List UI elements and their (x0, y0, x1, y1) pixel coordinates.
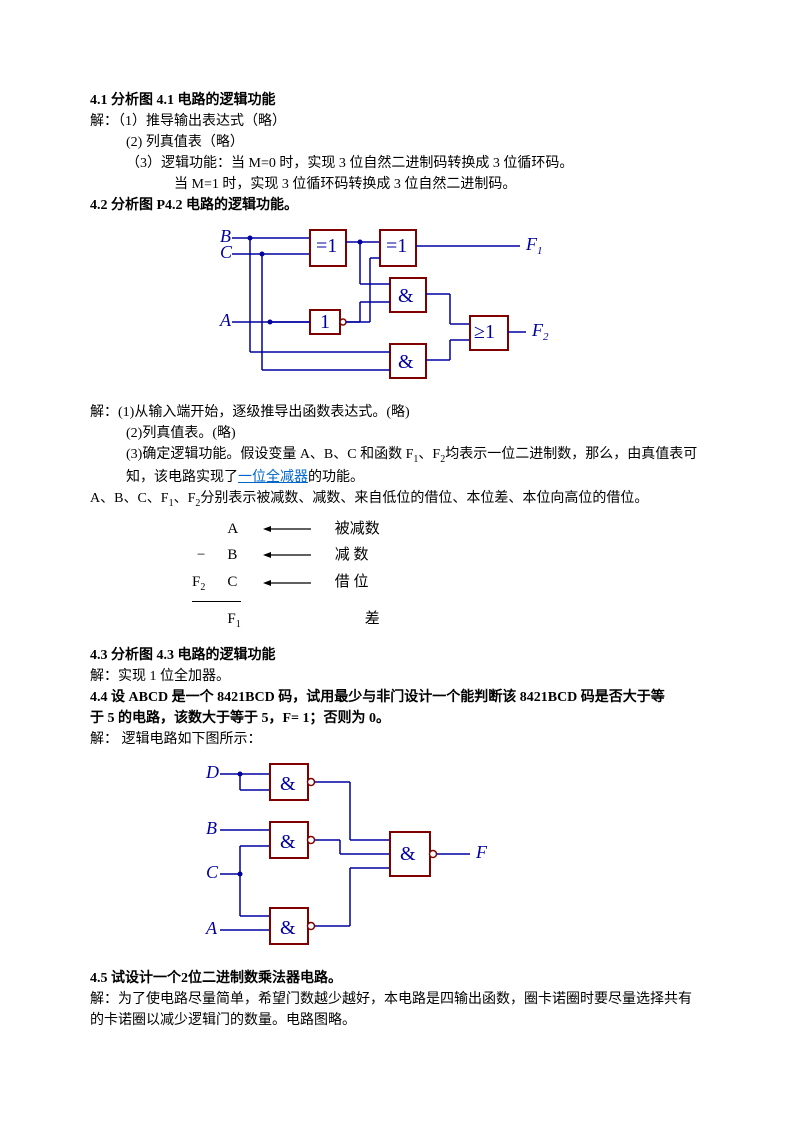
nand4-icon: & (400, 843, 416, 865)
and1-icon: & (398, 285, 414, 307)
s42-line3: (3)确定逻辑功能。假设变量 A、B、C 和函数 F1、F2均表示一位二进制数，… (90, 444, 703, 488)
s41-line2: (2) 列真值表（略） (90, 132, 703, 153)
section-4.4-title: 4.4 设 ABCD 是一个 8421BCD 码，试用最少与非门设计一个能判断该… (90, 687, 703, 729)
input-b-label-44: B (206, 818, 217, 838)
s43-line1: 解：实现 1 位全加器。 (90, 666, 703, 687)
nand2-icon: & (280, 831, 296, 853)
full-subtractor-link[interactable]: 一位全减器 (238, 470, 308, 485)
output-f2: F2 (531, 320, 549, 343)
nand1-icon: & (280, 773, 296, 795)
output-f1: F1 (525, 234, 543, 257)
s44-line1: 解： 逻辑电路如下图所示： (90, 729, 703, 750)
section-4.5-title: 4.5 试设计一个2位二进制数乘法器电路。 (90, 968, 703, 989)
s41-line3: （3）逻辑功能：当 M=0 时，实现 3 位自然二进制码转换成 3 位循环码。 (90, 153, 703, 174)
not-icon: 1 (320, 311, 330, 333)
s42-line4: A、B、C、F1、F2分别表示被减数、减数、来自低位的借位、本位差、本位向高位的… (90, 488, 703, 511)
output-f-44: F (475, 842, 488, 862)
s41-line1: 解：（1）推导输出表达式（略） (90, 111, 703, 132)
section-4.2-title: 4.2 分析图 P4.2 电路的逻辑功能。 (90, 195, 703, 216)
circuit-diagram-4.4: D B C A & & (200, 756, 500, 956)
input-a-label-44: A (205, 918, 218, 938)
s45-line1: 解：为了使电路尽量简单，希望门数越少越好，本电路是四输出函数，圈卡诺圈时要尽量选… (90, 989, 703, 1031)
s42-line1: 解：(1)从输入端开始，逐级推导出函数表达式。(略) (90, 402, 703, 423)
and2-icon: & (398, 351, 414, 373)
nand3-icon: & (280, 917, 296, 939)
subtraction-layout: A 被减数 − B 减 数 F2 C 借 位 F1 差 (180, 515, 392, 635)
s42-line2: (2)列真值表。(略) (90, 423, 703, 444)
section-4.3-title: 4.3 分析图 4.3 电路的逻辑功能 (90, 645, 703, 666)
xor2-icon: =1 (386, 235, 407, 257)
input-c-label: C (220, 242, 233, 262)
input-a-label: A (219, 310, 232, 330)
document-page: 4.1 分析图 4.1 电路的逻辑功能 解：（1）推导输出表达式（略） (2) … (0, 0, 793, 1122)
s41-line4: 当 M=1 时，实现 3 位循环码转换成 3 位自然二进制码。 (90, 174, 703, 195)
input-c-label-44: C (206, 862, 219, 882)
input-d-label: D (205, 762, 219, 782)
xor1-icon: =1 (316, 235, 337, 257)
circuit-diagram-4.2: B C A =1 =1 F1 (210, 224, 590, 394)
section-4.1-title: 4.1 分析图 4.1 电路的逻辑功能 (90, 90, 703, 111)
or-icon: ≥1 (474, 321, 495, 343)
